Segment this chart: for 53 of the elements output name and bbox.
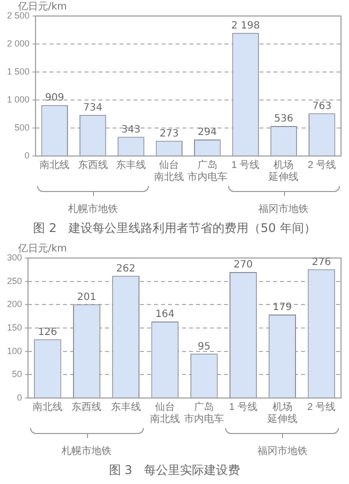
x-tick-label: 1 号线	[229, 400, 258, 413]
y-tick-label: 1 000	[6, 94, 30, 104]
x-tick-label: 机场延伸线	[266, 400, 298, 425]
x-tick-label: 南北线	[40, 158, 70, 171]
x-tick-label: 南北线	[32, 400, 63, 413]
y-tick-label: 0	[17, 392, 22, 402]
x-tick-label: 广岛市内电车	[187, 158, 228, 183]
data-label: 126	[38, 326, 58, 338]
x-tick-label: 东西线	[72, 400, 102, 413]
x-tick-label: 1 号线	[231, 158, 260, 171]
x-tick-label: 东丰线	[110, 400, 141, 413]
x-tick-label: 东丰线	[116, 158, 146, 171]
data-label: 2 198	[231, 20, 260, 32]
x-tick-label: 仙台南北线	[154, 158, 184, 183]
data-label: 270	[234, 260, 253, 271]
data-label: 164	[155, 309, 174, 320]
data-label: 763	[312, 100, 332, 112]
y-tick-label: 150	[6, 322, 22, 332]
y-tick-label: 2 000	[6, 38, 30, 48]
data-label: 294	[198, 127, 217, 138]
y-tick-label: 250	[6, 276, 22, 286]
data-label: 343	[121, 124, 141, 136]
x-tick-label: 机场延伸线	[268, 158, 299, 183]
y-tick-label: 50	[12, 369, 22, 380]
y-tick-label: 1 500	[6, 66, 30, 76]
text: 札幌市地铁	[68, 202, 118, 216]
y-tick-label: 200	[6, 299, 22, 310]
data-label: 909	[45, 92, 64, 104]
data-label: 262	[116, 263, 136, 274]
y-tick-label: 300	[6, 252, 22, 262]
data-label: 273	[160, 128, 179, 140]
y-axis-title: 亿日元/km	[17, 2, 67, 13]
text: 福冈市地铁	[258, 202, 309, 216]
text: 札幌市地铁	[62, 444, 112, 458]
x-tick-label: 2 号线	[307, 400, 336, 413]
x-tick-label: 仙台南北线	[150, 400, 180, 425]
data-label: 95	[198, 341, 210, 352]
data-label: 734	[83, 102, 102, 114]
data-label: 276	[312, 256, 331, 268]
y-tick-label: 500	[14, 122, 30, 132]
y-tick-label: 0	[24, 150, 30, 160]
text: 福冈市地铁	[257, 444, 308, 458]
data-label: 536	[274, 114, 294, 125]
x-tick-label: 广岛市内电车	[184, 400, 224, 425]
data-label: 201	[77, 292, 96, 303]
text: 图 2 建设每公里线路利用者节省的费用（50 年间）	[32, 220, 317, 237]
x-tick-label: 2 号线	[308, 158, 336, 171]
text: 图 3 每公里实际建设费	[108, 462, 242, 479]
data-label: 179	[272, 302, 292, 314]
y-tick-label: 2 500	[6, 10, 30, 20]
y-axis-title: 亿日元/km	[17, 244, 67, 255]
x-tick-label: 东西线	[78, 158, 108, 171]
y-tick-label: 100	[6, 346, 22, 356]
